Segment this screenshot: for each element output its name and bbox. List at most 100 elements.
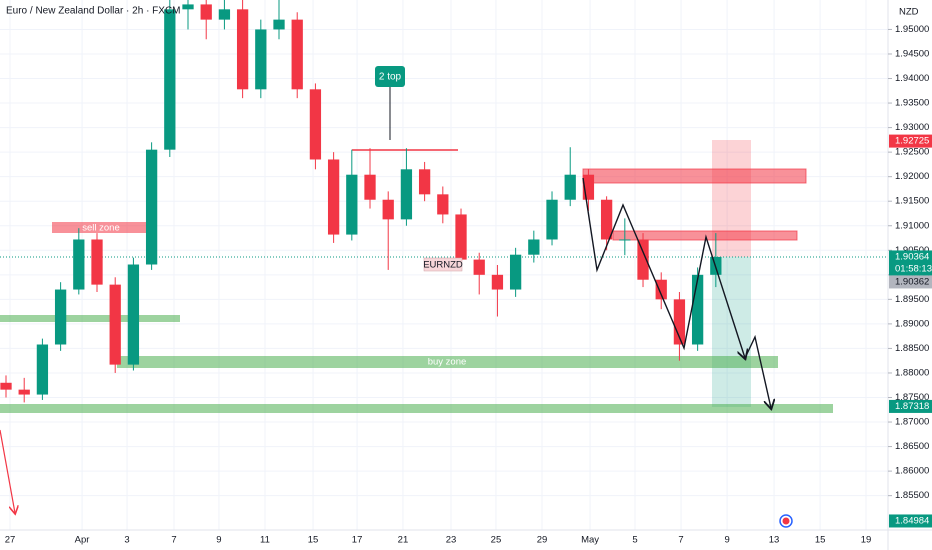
candle-body (236, 9, 249, 90)
y-tick-label: 1.86500 (895, 441, 929, 452)
x-tick-label: 7 (678, 535, 683, 546)
candle-body (36, 344, 49, 395)
candle-body (327, 159, 340, 235)
down-arrow (0, 429, 15, 513)
candle-body (546, 199, 558, 240)
x-tick-label: 17 (352, 535, 363, 546)
candle-body (54, 289, 67, 345)
candle-body (164, 9, 176, 150)
y-tick-label: 1.94500 (895, 48, 929, 59)
y-tick-label: 1.93000 (895, 122, 929, 133)
candle-body (418, 169, 431, 195)
y-tick-label: 1.95000 (895, 24, 929, 35)
symbol-label: EURNZD (423, 260, 463, 271)
x-tick-label: 9 (724, 535, 729, 546)
candle-body (218, 9, 231, 20)
candle-body (364, 174, 376, 200)
overlay: sell zone buy zone 2 top EURNZD Euro / N… (0, 6, 793, 528)
candle-body (400, 169, 413, 220)
y-tick-label: 1.88500 (895, 343, 929, 354)
projection-path (582, 177, 745, 358)
price-tag-label: 1.90362 (895, 276, 929, 287)
buy-zone-label: buy zone (428, 357, 467, 368)
x-tick-label: 15 (308, 535, 319, 546)
x-tick-label: 23 (446, 535, 457, 546)
y-tick-label: 1.91500 (895, 196, 929, 207)
price-tag (889, 250, 932, 276)
candle-body (200, 4, 212, 20)
price-tag-label: 1.92725 (895, 136, 929, 147)
buy-zone-box (117, 356, 778, 368)
x-tick-label: 25 (491, 535, 502, 546)
candle-body (127, 264, 140, 365)
y-tick-label: 1.85500 (895, 490, 929, 501)
countdown-label: 01:58:13 (895, 263, 932, 274)
symbol-tag (423, 257, 463, 272)
x-tick-label: 15 (815, 535, 826, 546)
x-tick-label: May (581, 535, 599, 546)
x-tick-label: 13 (769, 535, 780, 546)
candle-body (346, 174, 358, 235)
x-tick-label: 29 (537, 535, 548, 546)
x-tick-label: 7 (171, 535, 176, 546)
x-tick-label: 3 (124, 535, 129, 546)
double-top-label: 2 top (379, 72, 402, 83)
y-tick-label: 1.86000 (895, 466, 929, 477)
price-tag-label: 1.87318 (895, 401, 929, 412)
candle-body (509, 254, 522, 290)
y-tick-label: 1.92000 (895, 171, 929, 182)
x-tick-label: 19 (861, 535, 872, 546)
candle-body (564, 174, 576, 200)
y-tick-label: 1.89000 (895, 318, 929, 329)
candle-body (437, 194, 449, 215)
candle-body (255, 29, 267, 90)
candles (0, 0, 722, 403)
drawings (0, 140, 888, 413)
price-tag-label: 1.84984 (895, 515, 929, 526)
candle-body (655, 279, 667, 300)
double-top-badge (375, 66, 405, 87)
resistance-box (582, 168, 807, 184)
y-tick-label: 1.94000 (895, 73, 929, 84)
currency-label: NZD (899, 7, 919, 18)
candle-body (109, 284, 121, 365)
candle-body (309, 89, 322, 160)
candle-body (455, 214, 467, 260)
candle-body (582, 174, 595, 200)
candle-body (73, 239, 85, 290)
candle-body (145, 149, 158, 265)
bottom-band (0, 404, 833, 413)
candle-body (0, 382, 12, 390)
candle-body (637, 239, 649, 280)
candle-body (528, 239, 540, 255)
x-tick-label: 11 (260, 535, 270, 546)
candle-body (18, 389, 30, 395)
support-band (0, 315, 180, 322)
candle-body (273, 19, 285, 30)
candle-body (382, 199, 394, 220)
candle-body (182, 4, 194, 10)
x-tick-label: 5 (632, 535, 637, 546)
price-tag (889, 134, 932, 148)
sell-zone-box (52, 222, 150, 233)
position-target-area (712, 257, 751, 407)
y-tick-label: 1.88000 (895, 367, 929, 378)
y-tick-label: 1.92500 (895, 147, 929, 158)
candle-body (473, 259, 485, 275)
price-tag (889, 275, 932, 289)
price-tag (889, 514, 932, 528)
x-tick-label: Apr (75, 535, 90, 546)
y-tick-label: 1.91000 (895, 220, 929, 231)
event-icon-dot (782, 517, 790, 525)
candle-body (291, 19, 303, 90)
y-tick-label: 1.89500 (895, 294, 929, 305)
candle-body (619, 239, 631, 241)
y-tick-label: 1.90500 (895, 245, 929, 256)
candle-body (600, 199, 613, 240)
sell-zone-label: sell zone (82, 223, 120, 234)
x-tick-label: 21 (398, 535, 409, 546)
candle-body (491, 274, 504, 290)
x-tick-label: 27 (5, 535, 16, 546)
